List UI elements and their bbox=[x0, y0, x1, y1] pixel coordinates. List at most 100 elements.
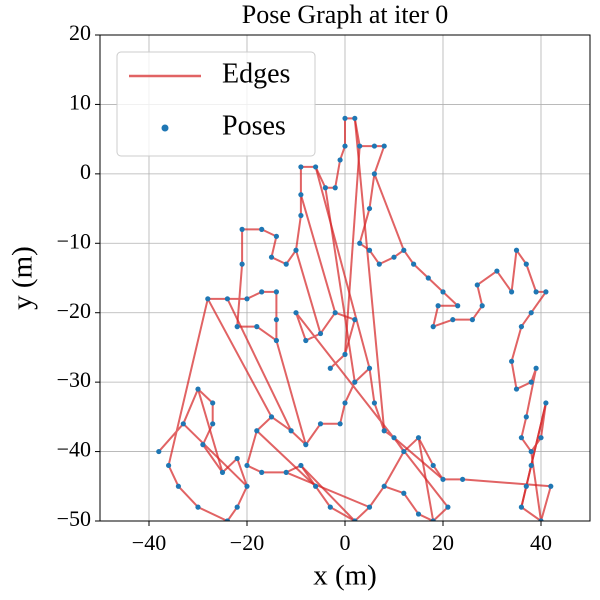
pose-point bbox=[430, 518, 436, 521]
pose-point bbox=[528, 310, 534, 316]
pose-point bbox=[401, 490, 407, 496]
pose-point bbox=[195, 386, 201, 392]
pose-point bbox=[273, 289, 279, 295]
pose-point bbox=[391, 254, 397, 260]
pose-point bbox=[273, 317, 279, 323]
pose-point bbox=[210, 400, 216, 406]
pose-point bbox=[317, 421, 324, 427]
pose-point bbox=[366, 365, 373, 371]
pose-point bbox=[415, 435, 422, 441]
pose-point bbox=[381, 428, 387, 434]
pose-point bbox=[357, 143, 363, 149]
pose-point bbox=[460, 476, 466, 482]
pose-point bbox=[342, 115, 348, 121]
legend: Edges Poses bbox=[116, 51, 316, 157]
pose-point bbox=[239, 261, 245, 267]
pose-point bbox=[533, 365, 539, 371]
edge-line bbox=[520, 402, 547, 508]
pose-point bbox=[327, 365, 333, 371]
pose-point bbox=[430, 462, 436, 469]
pose-point bbox=[474, 282, 480, 288]
legend-label: Edges bbox=[222, 58, 290, 89]
edge-line bbox=[393, 436, 444, 481]
pose-point bbox=[479, 303, 485, 309]
pose-point bbox=[156, 448, 162, 455]
pose-point bbox=[381, 483, 387, 489]
pose-point bbox=[523, 414, 529, 420]
pose-point bbox=[322, 185, 328, 191]
pose-point bbox=[219, 469, 226, 475]
edge-line bbox=[295, 249, 322, 334]
pose-point bbox=[288, 428, 294, 434]
pose-point bbox=[523, 483, 529, 489]
pose-point bbox=[371, 143, 377, 149]
pose-point bbox=[303, 442, 309, 448]
pose-point bbox=[244, 462, 250, 469]
pose-point bbox=[224, 296, 230, 302]
pose-point bbox=[254, 324, 260, 330]
pose-point bbox=[298, 212, 304, 219]
pose-point bbox=[259, 469, 265, 475]
pose-point bbox=[548, 483, 554, 489]
pose-point bbox=[166, 462, 172, 469]
pose-point bbox=[298, 192, 304, 198]
pose-point bbox=[224, 518, 230, 521]
edge-line bbox=[226, 298, 293, 432]
y-tick-label: 10 bbox=[69, 89, 91, 114]
pose-point bbox=[180, 421, 186, 427]
legend-swatch bbox=[161, 124, 169, 132]
pose-point bbox=[298, 164, 304, 170]
pose-point bbox=[411, 261, 417, 267]
pose-point bbox=[352, 379, 358, 385]
pose-point bbox=[538, 518, 544, 521]
y-tick-label: −20 bbox=[57, 298, 91, 323]
pose-point bbox=[200, 442, 206, 448]
pose-point bbox=[352, 115, 358, 121]
pose-point bbox=[391, 435, 397, 441]
pose-point bbox=[357, 240, 363, 246]
pose-point bbox=[337, 421, 343, 427]
pose-point bbox=[332, 185, 338, 191]
pose-point bbox=[332, 310, 338, 316]
pose-point bbox=[268, 254, 275, 260]
x-tick-label: −40 bbox=[132, 530, 166, 555]
pose-point bbox=[283, 469, 289, 475]
pose-point bbox=[317, 330, 324, 337]
pose-point bbox=[518, 435, 525, 441]
pose-point bbox=[313, 164, 319, 170]
pose-point bbox=[234, 324, 240, 330]
pose-point bbox=[509, 289, 515, 295]
pose-point bbox=[371, 400, 377, 406]
edge-line bbox=[182, 423, 248, 487]
pose-point bbox=[523, 261, 529, 267]
pose-point bbox=[518, 324, 525, 330]
edge-line bbox=[206, 298, 273, 418]
pose-point bbox=[469, 317, 475, 323]
pose-point bbox=[401, 448, 407, 455]
pose-point bbox=[259, 226, 265, 232]
x-axis-label: x (m) bbox=[313, 560, 377, 592]
edge-line bbox=[417, 437, 435, 521]
pose-point bbox=[528, 379, 534, 385]
edge-line bbox=[353, 118, 386, 431]
y-tick-label: 20 bbox=[69, 20, 91, 45]
edge-line bbox=[275, 340, 307, 445]
x-tick-label: 0 bbox=[340, 530, 351, 555]
edge-line bbox=[285, 471, 370, 509]
pose-point bbox=[430, 324, 436, 330]
pose-point bbox=[293, 310, 299, 316]
pose-point bbox=[244, 296, 250, 302]
edge-line bbox=[299, 194, 337, 313]
pose-point bbox=[494, 268, 500, 274]
pose-point bbox=[509, 358, 515, 364]
pose-point bbox=[401, 247, 407, 253]
edge-line bbox=[324, 187, 356, 383]
pose-point bbox=[352, 518, 358, 521]
pose-point bbox=[366, 504, 373, 510]
x-tick-label: 40 bbox=[530, 530, 552, 555]
pose-point bbox=[513, 386, 520, 392]
pose-point bbox=[440, 289, 446, 295]
pose-point bbox=[293, 247, 299, 253]
pose-point bbox=[415, 511, 422, 517]
